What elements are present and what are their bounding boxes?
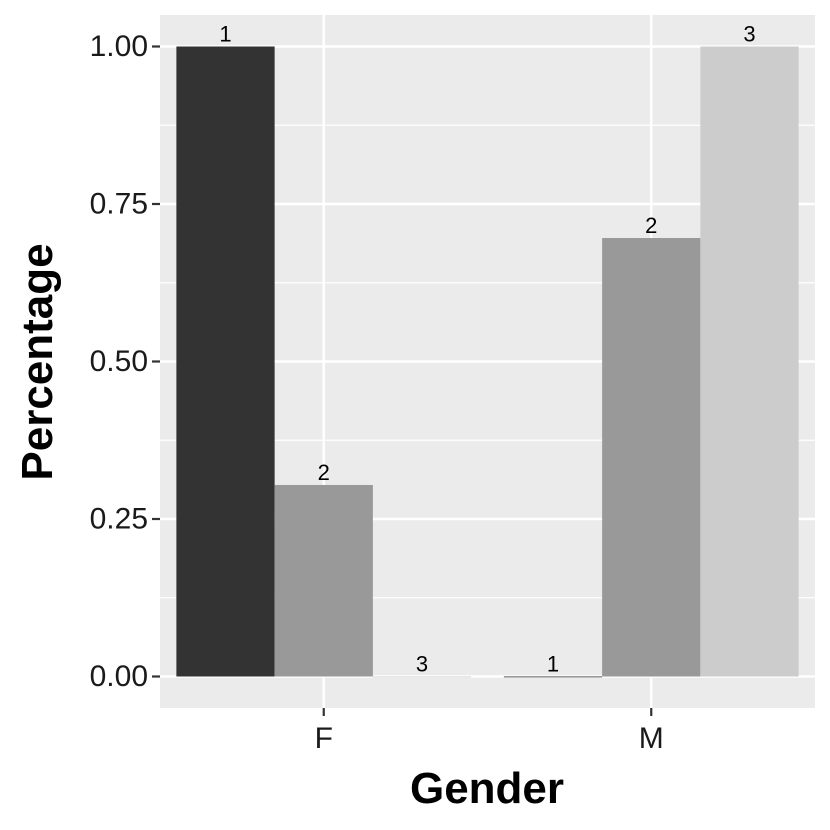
bar-label: 1 [219,22,231,47]
bar-label: 3 [743,22,755,47]
bar-M-series-1 [503,676,603,678]
y-axis-title: Percentage [13,243,62,480]
bar-M-series-3 [700,46,799,677]
x-axis-title: Gender [410,764,564,813]
y-tick-label: 0.50 [90,345,148,378]
bar-label: 2 [318,460,330,485]
bar-F-series-2 [274,484,373,677]
y-axis: 0.00 0.25 0.50 0.75 1.00 [90,30,160,693]
y-tick-label: 0.00 [90,660,148,693]
bar-label: 1 [547,652,559,677]
x-tick-label: F [315,722,333,755]
y-tick-label: 0.75 [90,188,148,221]
bars-group [176,46,799,678]
y-tick-label: 1.00 [90,30,148,63]
bar-F-series-3 [372,676,472,678]
x-tick-label: M [639,722,664,755]
y-tick-label: 0.25 [90,503,148,536]
bar-label: 2 [645,213,657,238]
bar-F-series-1 [176,46,275,677]
bar-label: 3 [416,652,428,677]
bar-labels-group: 1 1 2 2 3 3 [219,22,755,677]
bar-M-series-2 [602,238,701,677]
